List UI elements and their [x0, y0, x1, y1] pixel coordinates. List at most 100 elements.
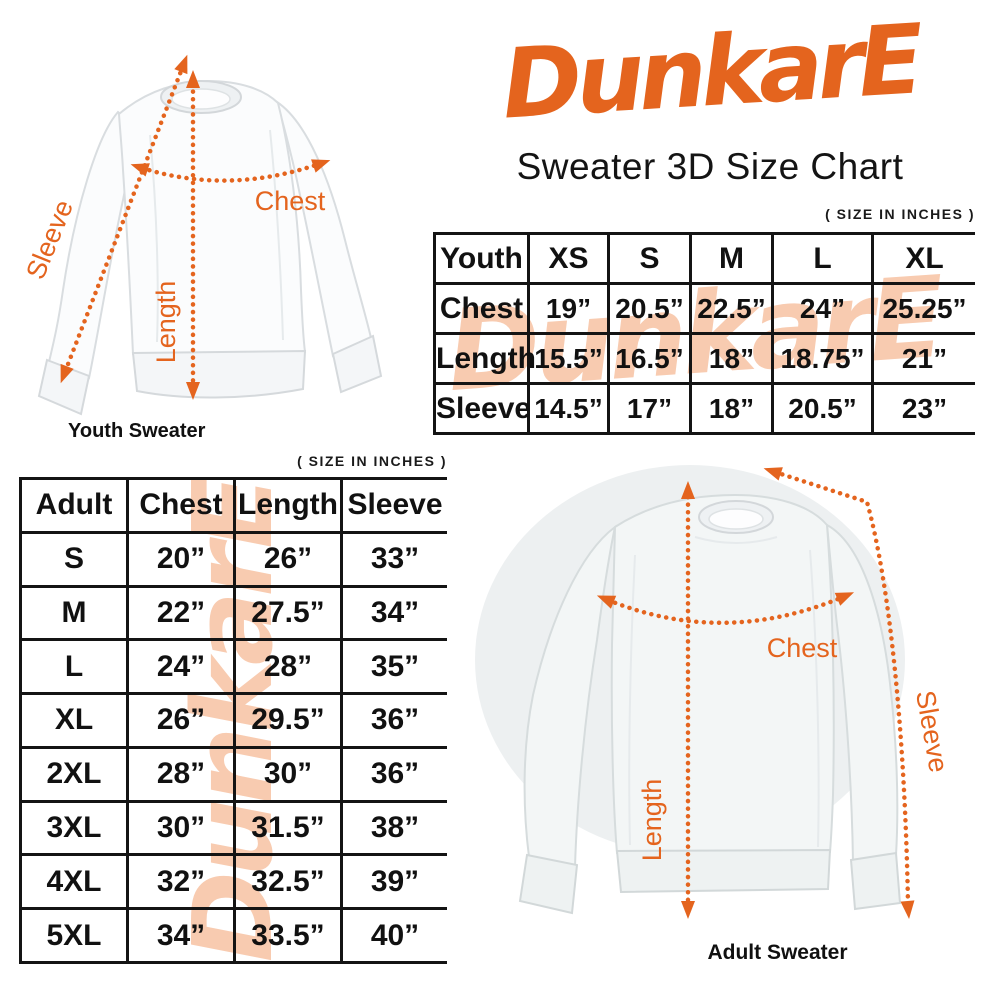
size-value: 30”	[126, 799, 236, 857]
table-row: 4XL 32” 32.5” 39”	[19, 853, 447, 911]
column-header: Adult	[19, 477, 129, 534]
size-value: 20.5”	[607, 282, 692, 335]
table-row: L 24” 28” 35”	[19, 638, 447, 696]
size-value: 36”	[340, 745, 447, 803]
row-header: Chest	[433, 282, 530, 335]
youth-size-table-area: DunkarE Youth XS S M L XL Chest 19” 20.5…	[433, 232, 975, 435]
adult-sweater-diagram: Chest Length Sleeve	[465, 445, 1000, 965]
size-value: 15.5”	[527, 332, 610, 385]
arrow-up-icon	[174, 54, 188, 75]
chest-measure-line	[130, 159, 331, 183]
size-value: 40”	[340, 907, 447, 964]
size-value: 35”	[340, 638, 447, 696]
column-header: L	[771, 232, 874, 285]
row-header: 3XL	[19, 799, 129, 857]
size-value: 16.5”	[607, 332, 692, 385]
size-value: 31.5”	[233, 799, 343, 857]
size-value: 33”	[340, 530, 447, 588]
column-header: Chest	[126, 477, 236, 534]
arrow-down-icon	[60, 363, 74, 384]
column-header: XL	[871, 232, 975, 285]
size-value: 34”	[126, 907, 236, 964]
size-value: 18”	[689, 332, 774, 385]
adult-size-table-area: DunkarE Adult Chest Length Sleeve S 20” …	[19, 477, 447, 964]
table-row: XL 26” 29.5” 36”	[19, 692, 447, 749]
size-value: 30”	[233, 745, 343, 803]
table-row: Chest 19” 20.5” 22.5” 24” 25.25”	[433, 282, 975, 335]
length-measure-line	[186, 70, 200, 400]
size-value: 27.5”	[233, 584, 343, 642]
arrow-up-icon	[681, 481, 695, 499]
adult-sweater-illustration: Chest Length Sleeve	[475, 465, 954, 919]
size-value: 22.5”	[689, 282, 774, 335]
length-label: Length	[151, 281, 181, 364]
row-header: Length	[433, 332, 536, 385]
sweater-art	[37, 79, 383, 416]
size-in-inches-note: ( SIZE IN INCHES )	[297, 453, 447, 469]
size-value: 34”	[340, 584, 447, 642]
size-value: 24”	[126, 638, 236, 696]
arrow-left-icon	[130, 163, 150, 177]
size-value: 21”	[871, 332, 975, 385]
brand-logo: DunkarE	[499, 3, 921, 141]
page-title: Sweater 3D Size Chart	[516, 146, 904, 187]
row-header: M	[19, 584, 129, 642]
arrow-up-left-icon	[763, 467, 783, 481]
size-value: 18.75”	[771, 332, 874, 385]
column-header: Length	[233, 477, 343, 534]
row-header: Sleeve	[433, 382, 531, 435]
length-measure-line	[681, 481, 695, 919]
size-value: 20”	[126, 530, 236, 588]
size-value: 39”	[340, 853, 447, 911]
size-value: 18”	[689, 382, 774, 435]
column-header: XS	[527, 232, 610, 285]
table-row: Youth XS S M L XL	[433, 232, 975, 285]
arrow-right-icon	[834, 592, 855, 606]
size-value: 17”	[607, 382, 692, 435]
size-value: 22”	[126, 584, 236, 642]
column-header: S	[607, 232, 692, 285]
table-row: S 20” 26” 33”	[19, 530, 447, 588]
size-value: 33.5”	[233, 907, 343, 964]
size-value: 38”	[340, 799, 447, 857]
table-row: Adult Chest Length Sleeve	[19, 477, 447, 534]
column-header: Sleeve	[340, 477, 447, 534]
size-in-inches-note: ( SIZE IN INCHES )	[825, 206, 975, 222]
sleeve-label: Sleeve	[910, 688, 954, 775]
size-value: 23”	[871, 382, 975, 435]
adult-sweater-caption: Adult Sweater	[707, 941, 848, 964]
table-row: M 22” 27.5” 34”	[19, 584, 447, 642]
length-label: Length	[637, 779, 667, 862]
row-header: L	[19, 638, 129, 696]
size-value: 29.5”	[233, 692, 343, 749]
chest-label: Chest	[767, 633, 838, 663]
size-value: 24”	[771, 282, 874, 335]
row-header: 4XL	[19, 853, 129, 911]
table-row: 2XL 28” 30” 36”	[19, 745, 447, 803]
table-row: 5XL 34” 33.5” 40”	[19, 907, 447, 964]
youth-sweater-caption: Youth Sweater	[68, 420, 206, 442]
size-value: 32”	[126, 853, 236, 911]
sweater-art	[475, 465, 905, 915]
arrow-down-icon	[186, 382, 200, 400]
size-value: 28”	[126, 745, 236, 803]
chest-measure-line	[596, 592, 855, 625]
youth-size-table: Youth XS S M L XL Chest 19” 20.5” 22.5” …	[433, 232, 975, 435]
youth-sweater-diagram: Chest Length Sleeve	[15, 40, 415, 450]
arrow-down-icon	[681, 901, 695, 919]
size-value: 20.5”	[771, 382, 874, 435]
row-header: 5XL	[19, 907, 129, 964]
arrow-right-icon	[311, 159, 331, 173]
arrow-left-icon	[596, 595, 617, 609]
table-row: Sleeve 14.5” 17” 18” 20.5” 23”	[433, 382, 975, 435]
sleeve-measure-line	[60, 54, 188, 384]
chest-label: Chest	[255, 186, 326, 216]
adult-size-table: Adult Chest Length Sleeve S 20” 26” 33” …	[19, 477, 447, 964]
arrow-up-icon	[186, 70, 200, 88]
column-header: M	[689, 232, 774, 285]
corner-header: Youth	[433, 232, 530, 285]
arrow-down-icon	[900, 900, 915, 919]
size-value: 26”	[126, 692, 236, 749]
size-value: 28”	[233, 638, 343, 696]
size-value: 19”	[527, 282, 610, 335]
